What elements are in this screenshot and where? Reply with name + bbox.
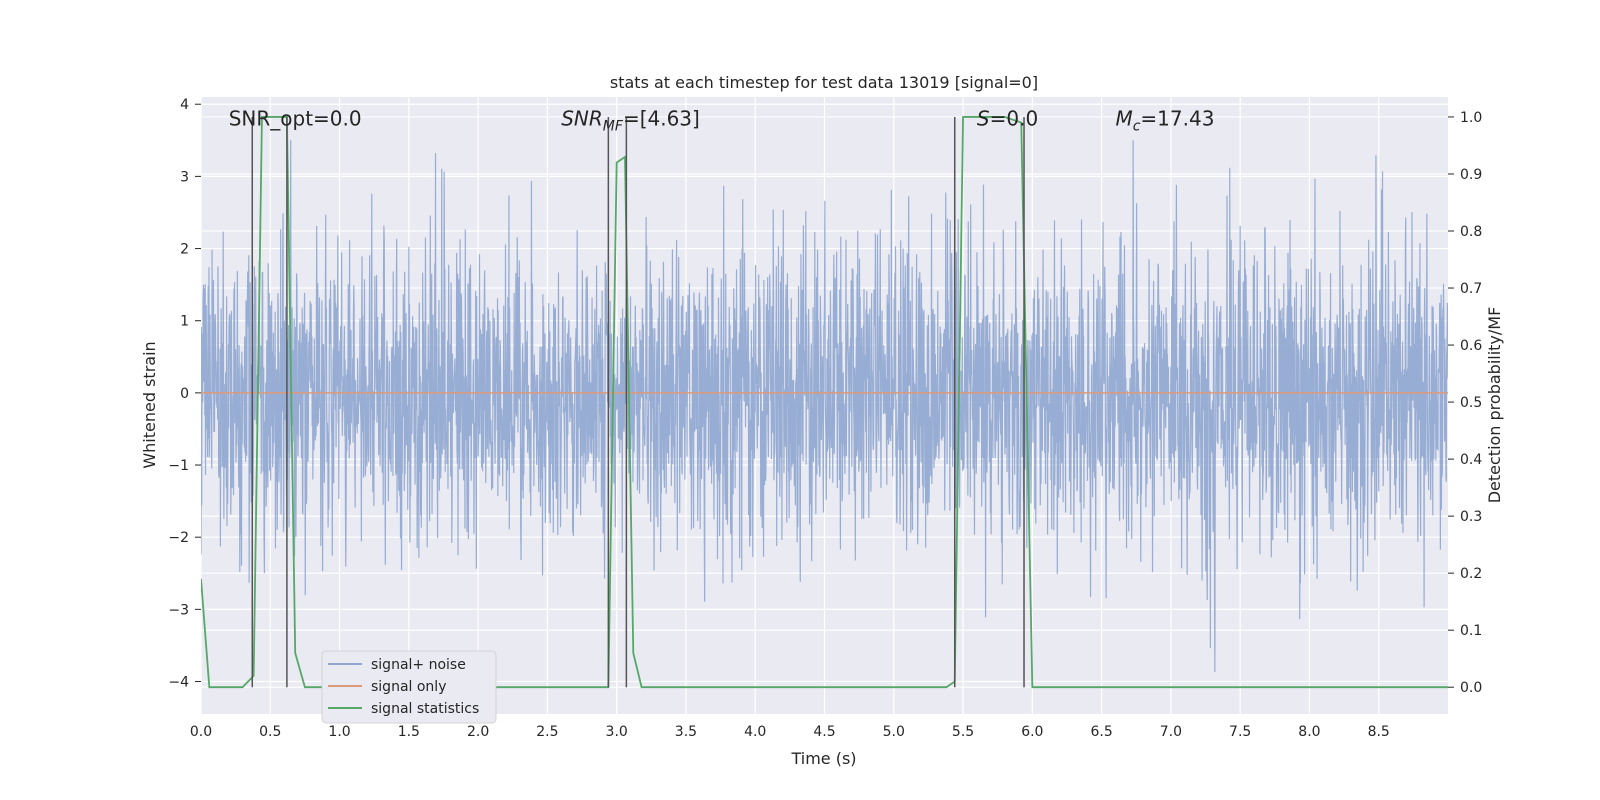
y2-tick-label: 0.2 <box>1460 566 1482 582</box>
y2-tick-label: 0.3 <box>1460 509 1482 525</box>
annotations: SNR_opt=0.0 SNRMF=[4.63] S=0.0 Mc=17.43 <box>229 107 1215 135</box>
chart-title: stats at each timestep for test data 130… <box>610 73 1038 92</box>
x-tick-label: 0.0 <box>190 724 212 740</box>
x-tick-label: 1.5 <box>398 724 420 740</box>
y2-tick-label: 0.1 <box>1460 623 1482 639</box>
y2-tick-label: 0.4 <box>1460 452 1482 468</box>
y2-axis-ticks: 0.0 0.1 0.2 0.3 0.4 0.5 0.6 0.7 0.8 0.9 1.0 <box>1448 110 1482 696</box>
x-axis-label: Time (s) <box>790 749 856 768</box>
x-tick-label: 6.0 <box>1021 724 1043 740</box>
y2-tick-label: 0.0 <box>1460 680 1482 696</box>
y2-tick-label: 0.8 <box>1460 224 1482 240</box>
y-tick-label: −4 <box>168 675 189 691</box>
noise-line <box>201 140 1448 673</box>
x-tick-label: 4.5 <box>813 724 835 740</box>
y2-tick-label: 0.6 <box>1460 338 1482 354</box>
legend: signal+ noise signal only signal statist… <box>321 650 497 724</box>
x-tick-label: 6.5 <box>1090 724 1112 740</box>
y-tick-label: 4 <box>180 97 189 113</box>
x-tick-label: 8.5 <box>1368 724 1390 740</box>
x-tick-label: 2.0 <box>467 724 489 740</box>
y-tick-label: −3 <box>168 602 189 618</box>
y-tick-label: −2 <box>168 530 189 546</box>
series-signal-statistics <box>201 116 1448 689</box>
annotation-label: S=0.0 <box>977 107 1038 131</box>
x-tick-label: 2.5 <box>536 724 558 740</box>
y-tick-label: 0 <box>180 386 189 402</box>
x-tick-label: 0.5 <box>259 724 281 740</box>
legend-box <box>321 650 497 724</box>
y-axis-ticks: −4 −3 −2 −1 0 1 2 3 4 <box>168 97 201 691</box>
legend-label-signal-statistics: signal statistics <box>371 701 479 717</box>
y-tick-label: −1 <box>168 458 189 474</box>
x-tick-label: 4.0 <box>744 724 766 740</box>
series-signal-noise <box>201 140 1448 673</box>
legend-label-signal-noise: signal+ noise <box>371 657 466 673</box>
x-tick-label: 5.5 <box>952 724 974 740</box>
annotation-label: SNR_opt=0.0 <box>229 107 362 131</box>
y-tick-label: 2 <box>180 242 189 258</box>
x-tick-label: 7.0 <box>1160 724 1182 740</box>
y2-tick-label: 0.7 <box>1460 281 1482 297</box>
y2-tick-label: 0.5 <box>1460 395 1482 411</box>
legend-label-signal-only: signal only <box>371 679 446 695</box>
x-tick-label: 1.0 <box>328 724 350 740</box>
y2-axis-label: Detection probability/MF <box>1485 307 1504 504</box>
x-tick-label: 8.0 <box>1298 724 1320 740</box>
x-tick-label: 3.5 <box>675 724 697 740</box>
y2-tick-label: 1.0 <box>1460 110 1482 126</box>
x-tick-label: 7.5 <box>1229 724 1251 740</box>
vertical-markers <box>251 116 1025 688</box>
x-axis-ticks: 0.0 0.5 1.0 1.5 2.0 2.5 3.0 3.5 4.0 4.5 5.0 5.5 6.0 6… <box>190 724 1390 740</box>
y-tick-label: 3 <box>180 169 189 185</box>
signal-statistics-line <box>201 116 1448 689</box>
y-tick-label: 1 <box>180 314 189 330</box>
x-tick-label: 3.0 <box>606 724 628 740</box>
y2-tick-label: 0.9 <box>1460 167 1482 183</box>
annotation-label: Mc=17.43 <box>1115 107 1214 135</box>
y-axis-label: Whitened strain <box>140 341 159 468</box>
x-tick-label: 5.0 <box>883 724 905 740</box>
annotation-label: SNRMF=[4.63] <box>561 107 700 135</box>
